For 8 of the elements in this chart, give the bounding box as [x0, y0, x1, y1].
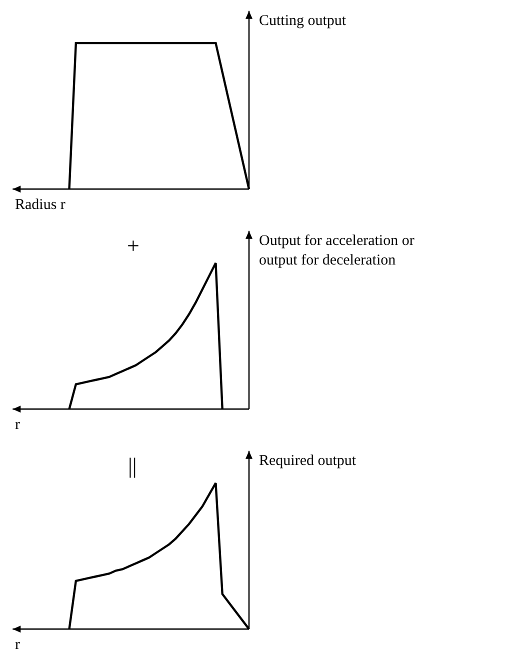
- y-axis-title: Output for acceleration or output for deceleration: [259, 233, 414, 268]
- y-axis-title: Required output: [259, 453, 357, 469]
- y-axis-title: Cutting output: [259, 13, 347, 29]
- x-axis-title: r: [15, 417, 20, 433]
- x-axis-title: Radius r: [15, 197, 66, 213]
- text: ||: [128, 453, 137, 478]
- x-axis-title: r: [15, 637, 20, 653]
- text: +: [127, 233, 140, 258]
